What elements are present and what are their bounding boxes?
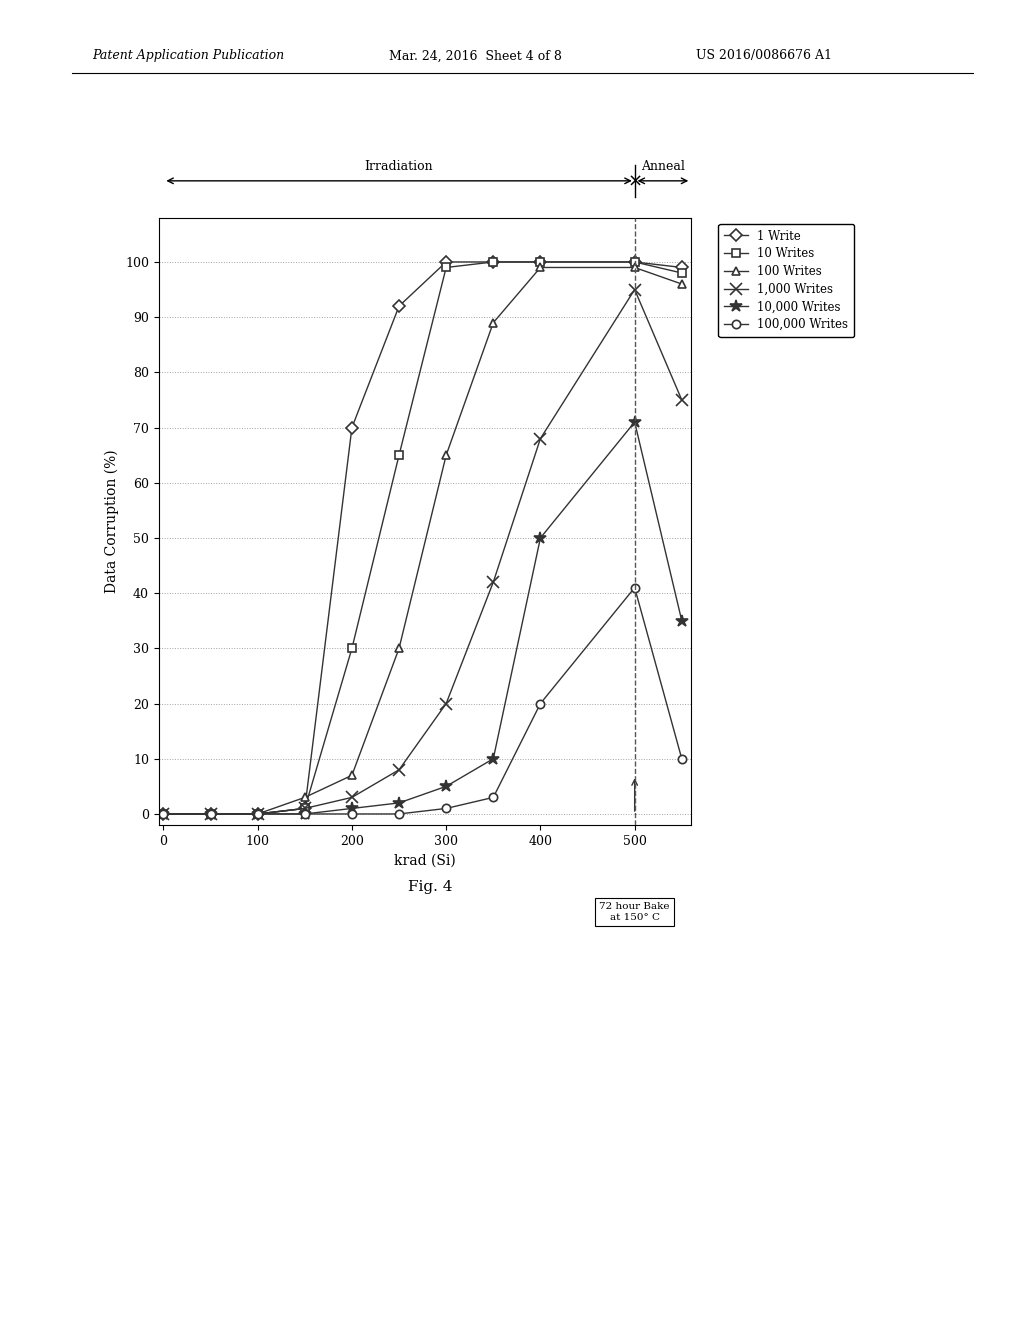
10 Writes	[158, 807, 170, 822]
10 Writes	[535, 253, 547, 269]
1,000 Writes	[393, 762, 406, 777]
100,000 Writes	[299, 807, 311, 822]
Line: 1,000 Writes: 1,000 Writes	[158, 284, 687, 820]
Text: Irradiation: Irradiation	[365, 160, 433, 173]
10 Writes	[440, 260, 453, 276]
100 Writes	[535, 260, 547, 276]
Text: 72 hour Bake
at 150° C: 72 hour Bake at 150° C	[599, 903, 670, 921]
10,000 Writes	[440, 779, 453, 795]
10,000 Writes	[629, 414, 641, 430]
10 Writes	[487, 253, 500, 269]
100 Writes	[440, 447, 453, 463]
10 Writes	[299, 800, 311, 816]
10 Writes	[676, 265, 688, 281]
Text: Fig. 4: Fig. 4	[408, 880, 453, 894]
1,000 Writes	[676, 392, 688, 408]
1 Write	[629, 253, 641, 269]
1 Write	[535, 253, 547, 269]
Legend: 1 Write, 10 Writes, 100 Writes, 1,000 Writes, 10,000 Writes, 100,000 Writes: 1 Write, 10 Writes, 100 Writes, 1,000 Wr…	[719, 223, 854, 337]
10 Writes	[629, 253, 641, 269]
Text: Anneal: Anneal	[641, 160, 685, 173]
Text: $\times$: $\times$	[628, 172, 642, 190]
1,000 Writes	[440, 696, 453, 711]
100,000 Writes	[252, 807, 264, 822]
10 Writes	[252, 807, 264, 822]
100,000 Writes	[158, 807, 170, 822]
1,000 Writes	[346, 789, 358, 805]
1,000 Writes	[158, 807, 170, 822]
1 Write	[393, 298, 406, 314]
1 Write	[676, 260, 688, 276]
Line: 1 Write: 1 Write	[160, 257, 686, 818]
100 Writes	[487, 314, 500, 330]
1,000 Writes	[487, 574, 500, 590]
100,000 Writes	[676, 751, 688, 767]
X-axis label: krad (Si): krad (Si)	[394, 853, 456, 867]
Line: 100,000 Writes: 100,000 Writes	[160, 583, 686, 818]
10 Writes	[393, 447, 406, 463]
1 Write	[487, 253, 500, 269]
1,000 Writes	[205, 807, 217, 822]
100,000 Writes	[629, 579, 641, 595]
10,000 Writes	[158, 807, 170, 822]
10,000 Writes	[205, 807, 217, 822]
Text: Mar. 24, 2016  Sheet 4 of 8: Mar. 24, 2016 Sheet 4 of 8	[389, 49, 562, 62]
1 Write	[440, 253, 453, 269]
10,000 Writes	[535, 531, 547, 546]
Line: 10 Writes: 10 Writes	[160, 257, 686, 818]
10,000 Writes	[676, 612, 688, 628]
1 Write	[252, 807, 264, 822]
10,000 Writes	[252, 807, 264, 822]
100 Writes	[629, 260, 641, 276]
100 Writes	[252, 807, 264, 822]
100 Writes	[205, 807, 217, 822]
10 Writes	[205, 807, 217, 822]
Text: Patent Application Publication: Patent Application Publication	[92, 49, 285, 62]
100 Writes	[393, 640, 406, 656]
1 Write	[346, 420, 358, 436]
1,000 Writes	[535, 430, 547, 446]
100,000 Writes	[393, 807, 406, 822]
100,000 Writes	[487, 789, 500, 805]
1,000 Writes	[629, 281, 641, 297]
1,000 Writes	[252, 807, 264, 822]
10,000 Writes	[299, 807, 311, 822]
Line: 100 Writes: 100 Writes	[160, 263, 686, 818]
1 Write	[158, 807, 170, 822]
100,000 Writes	[440, 800, 453, 816]
1,000 Writes	[299, 800, 311, 816]
Text: US 2016/0086676 A1: US 2016/0086676 A1	[696, 49, 833, 62]
10,000 Writes	[393, 795, 406, 810]
1 Write	[299, 800, 311, 816]
Line: 10,000 Writes: 10,000 Writes	[157, 416, 688, 820]
10,000 Writes	[487, 751, 500, 767]
100 Writes	[346, 767, 358, 783]
100,000 Writes	[346, 807, 358, 822]
100 Writes	[676, 276, 688, 292]
1 Write	[205, 807, 217, 822]
Y-axis label: Data Corruption (%): Data Corruption (%)	[105, 450, 120, 593]
100 Writes	[158, 807, 170, 822]
100 Writes	[299, 789, 311, 805]
100,000 Writes	[535, 696, 547, 711]
10 Writes	[346, 640, 358, 656]
100,000 Writes	[205, 807, 217, 822]
10,000 Writes	[346, 800, 358, 816]
